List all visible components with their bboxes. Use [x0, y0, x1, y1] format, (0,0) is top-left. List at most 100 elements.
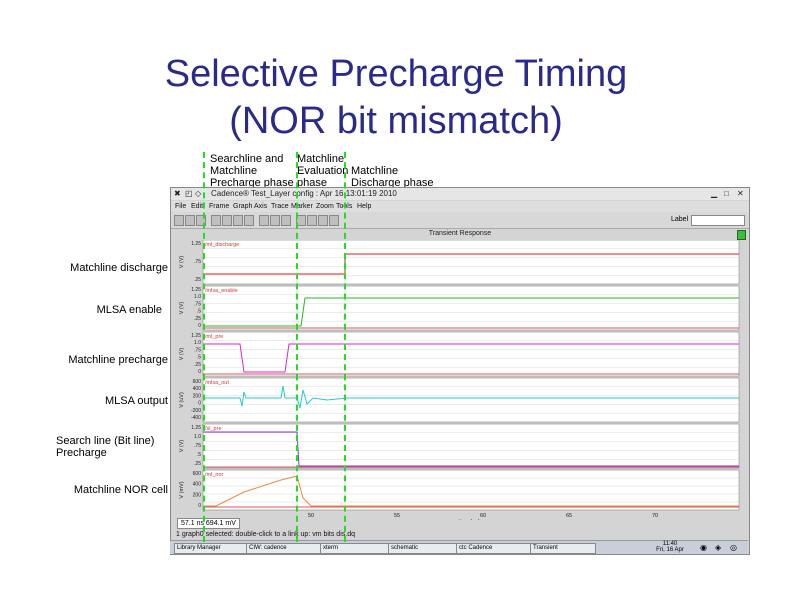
window-menu-icon[interactable]: ✖ — [174, 189, 181, 198]
y-tick-label: 400 — [193, 482, 202, 488]
print-button[interactable] — [174, 215, 184, 226]
menu-edit[interactable]: Edit — [191, 203, 204, 210]
menu-graph[interactable]: Graph — [233, 203, 253, 210]
panel-frame[interactable] — [202, 469, 740, 511]
menu-axis[interactable]: Axis — [254, 203, 268, 210]
tool-button-9[interactable] — [270, 215, 280, 226]
menu-trace[interactable]: Trace — [271, 203, 289, 210]
label-input[interactable] — [691, 215, 745, 226]
tool-button-13[interactable] — [318, 215, 328, 226]
y-tick-label: 200 — [193, 393, 202, 399]
menu-zoom[interactable]: Zoom — [316, 203, 334, 210]
phase-marker-2 — [296, 152, 298, 542]
status-message: 1 graph0 selected: double-click to a lin… — [176, 531, 355, 538]
y-tick-label: .5 — [197, 355, 201, 361]
y-tick-label: .25 — [194, 316, 201, 322]
panel-frame[interactable] — [202, 331, 740, 377]
tool-button-5[interactable] — [222, 215, 232, 226]
signal-label-mlsa-enable: MLSA enable — [96, 304, 162, 316]
taskbar-clock: 11:40 Fri, 16 Apr — [650, 541, 690, 553]
signal-label-ml-precharge: Matchline precharge — [68, 354, 168, 366]
panel-ylabel: V (V) — [179, 440, 185, 453]
tool-button-12[interactable] — [307, 215, 317, 226]
menu-marker[interactable]: Marker — [291, 203, 313, 210]
waveform-trace[interactable] — [203, 385, 739, 409]
phase-marker-1 — [203, 152, 205, 542]
menu-bar: File Edit Frame Graph Axis Trace Marker … — [171, 201, 749, 212]
maximize-button[interactable]: □ — [724, 189, 729, 198]
task-ctc[interactable]: ctc Cadence — [456, 543, 532, 554]
y-tick-label: 1.25 — [191, 287, 201, 293]
y-tick-label: .5 — [197, 452, 201, 458]
waveform-trace[interactable] — [203, 297, 739, 327]
y-tick-label: -400 — [191, 415, 201, 421]
phase-label-precharge: Searchline and Matchline Precharge phase — [210, 153, 294, 189]
tool-button-8[interactable] — [259, 215, 269, 226]
y-tick-label: 0 — [198, 369, 201, 375]
tray-icon-1[interactable]: ◉ — [700, 543, 707, 552]
x-axis-label: time (ns) — [458, 519, 480, 520]
window-titlebar[interactable]: ✖ ◰ ◇ Cadence® Test_Layer config : Apr 1… — [171, 188, 749, 200]
waveform-trace[interactable] — [203, 475, 739, 507]
y-tick-label: -200 — [191, 408, 201, 414]
y-tick-label: 1.0 — [194, 434, 201, 440]
minimize-button[interactable]: ▁ — [711, 189, 718, 198]
panel-frame[interactable] — [202, 285, 740, 331]
task-xterm[interactable]: xterm — [320, 543, 390, 554]
panel-frame[interactable] — [202, 423, 740, 469]
clock-day: Fri, 16 Apr — [656, 547, 684, 553]
label-checkbox[interactable]: Label — [671, 216, 689, 223]
phase-marker-3 — [344, 152, 346, 542]
panel-frame[interactable] — [202, 377, 740, 423]
close-button[interactable]: ✕ — [737, 189, 744, 198]
y-tick-label: .75 — [194, 301, 201, 307]
panel-tag: /ml_pre — [205, 334, 223, 340]
waveform-window: ✖ ◰ ◇ Cadence® Test_Layer config : Apr 1… — [170, 187, 750, 555]
y-tick-label: 1.0 — [194, 294, 201, 300]
tool-button-6[interactable] — [233, 215, 243, 226]
tool-button-3[interactable] — [196, 215, 206, 226]
clock-time: 11:40 — [662, 541, 678, 547]
panel-tag: /ml_discharge — [205, 242, 239, 248]
cursor-readout: 57.1 ns 694.1 mV — [177, 518, 240, 529]
zoom-fit-button[interactable] — [329, 215, 339, 226]
y-tick-label: .5 — [197, 309, 201, 315]
panel-tag: /ml_nor — [205, 472, 224, 478]
window-minimize-icon[interactable]: ◰ — [185, 189, 193, 198]
tool-button-2[interactable] — [185, 215, 195, 226]
y-tick-label: .75 — [194, 443, 201, 449]
menu-help[interactable]: Help — [357, 203, 372, 210]
menu-frame[interactable]: Frame — [209, 203, 230, 210]
signal-label-ml-nor: Matchline NOR cell — [73, 484, 168, 496]
waveform-trace[interactable] — [203, 343, 739, 373]
tool-button-7[interactable] — [244, 215, 254, 226]
x-tick-label: 70 — [652, 513, 658, 519]
task-library-manager[interactable]: Library Manager — [174, 543, 248, 554]
phase-label-evaluation: Matchline Evaluation phase — [297, 153, 349, 189]
waveform-trace[interactable] — [203, 431, 739, 467]
panel-ylabel: V (V) — [179, 348, 185, 361]
y-tick-label: .25 — [194, 277, 201, 283]
tool-button-4[interactable] — [211, 215, 221, 226]
panel-frame[interactable] — [202, 240, 740, 285]
status-indicator[interactable] — [737, 230, 746, 240]
tool-button-10[interactable] — [281, 215, 291, 226]
phase-label-discharge: Matchline Discharge phase — [351, 165, 434, 189]
panel-tag: /mlsa_enable — [205, 288, 238, 294]
x-tick-label: 65 — [566, 513, 572, 519]
slide-title-line1: Selective Precharge Timing — [164, 53, 628, 95]
tray-icon-3[interactable]: ◎ — [730, 543, 737, 552]
y-tick-label: 0 — [198, 401, 201, 407]
task-ciw[interactable]: CIW: cadence — [246, 543, 322, 554]
task-transient[interactable]: Transient — [530, 543, 596, 554]
task-schematic[interactable]: schematic — [388, 543, 458, 554]
x-tick-label: 50 — [308, 513, 314, 519]
window-pin-icon[interactable]: ◇ — [195, 189, 202, 198]
menu-file[interactable]: File — [175, 203, 187, 210]
y-tick-label: .75 — [194, 259, 201, 265]
signal-label-sl-precharge: Search line (Bit line) Precharge — [56, 435, 155, 459]
taskbar: Library Manager CIW: cadence xterm schem… — [170, 540, 748, 554]
toolbar: Label — [171, 212, 749, 229]
tray-icon-2[interactable]: ◈ — [715, 543, 722, 552]
signal-label-mlsa-output: MLSA output — [105, 395, 168, 407]
